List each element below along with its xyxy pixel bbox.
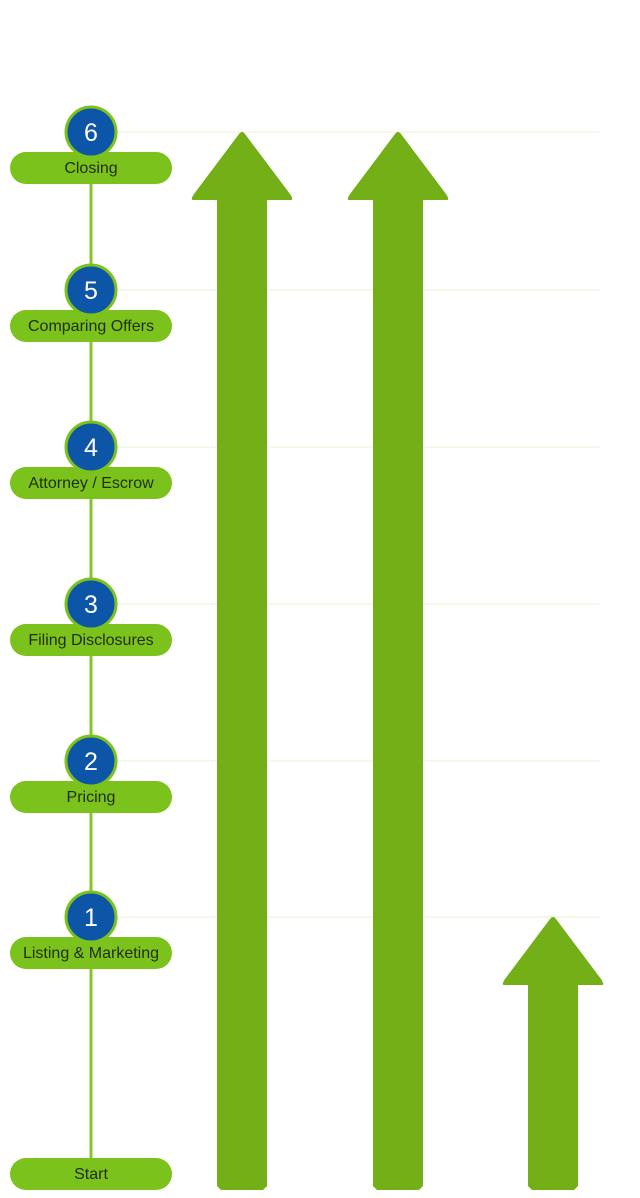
start-marker: Start <box>10 1158 172 1190</box>
step-label: Attorney / Escrow <box>28 475 154 492</box>
step-pill <box>10 310 172 342</box>
progress-arrow-2 <box>347 132 449 1190</box>
step-number: 3 <box>84 591 98 619</box>
step-pill <box>10 152 172 184</box>
step-1: Listing & Marketing 1 <box>10 890 172 969</box>
step-label: Comparing Offers <box>28 318 154 335</box>
step-pill <box>10 467 172 499</box>
progress-arrow-3 <box>502 917 604 1190</box>
step-label: Filing Disclosures <box>28 632 153 649</box>
step-number: 2 <box>84 748 98 776</box>
step-number-badge <box>64 263 118 317</box>
start-pill <box>10 1158 172 1190</box>
step-label: Pricing <box>67 789 116 806</box>
progress-arrow-1 <box>191 132 293 1190</box>
guide-lines <box>110 131 600 918</box>
step-pill <box>10 624 172 656</box>
step-number-badge <box>64 890 118 944</box>
step-number-badge <box>64 577 118 631</box>
step-3: Filing Disclosures 3 <box>10 577 172 656</box>
step-2: Pricing 2 <box>10 734 172 813</box>
step-number: 6 <box>84 119 98 147</box>
step-pill <box>10 781 172 813</box>
step-number-badge <box>64 420 118 474</box>
step-label: Closing <box>64 160 117 177</box>
step-number: 1 <box>84 904 98 932</box>
step-number-badge <box>64 105 118 159</box>
step-label: Listing & Marketing <box>23 945 159 962</box>
step-number: 5 <box>84 277 98 305</box>
step-6: Closing 6 <box>10 105 172 184</box>
step-list: Closing 6 Comparing Offers 5 Attorney / Escr… <box>10 105 172 969</box>
step-number-badge <box>64 734 118 788</box>
step-pill <box>10 937 172 969</box>
progress-arrows <box>191 132 604 1190</box>
step-number: 4 <box>84 434 98 462</box>
start-label: Start <box>74 1166 108 1183</box>
step-5: Comparing Offers 5 <box>10 263 172 342</box>
step-4: Attorney / Escrow 4 <box>10 420 172 499</box>
